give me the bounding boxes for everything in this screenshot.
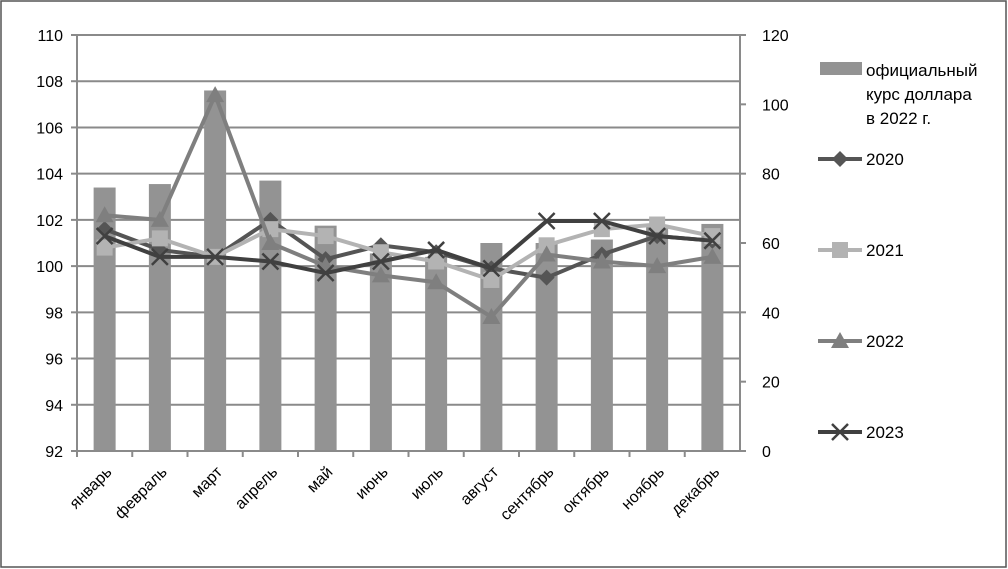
legend-swatch-bar (820, 62, 862, 75)
left-axis-tick-label: 98 (45, 305, 63, 322)
bar (646, 225, 669, 451)
data-point-2021 (428, 253, 445, 270)
data-point-2021 (151, 230, 168, 247)
data-point-2022 (206, 86, 225, 103)
data-point-2021 (649, 216, 666, 233)
x-marker-stroke (592, 212, 611, 230)
left-axis-tick-label: 104 (36, 167, 63, 184)
legend-label-2022: 2022 (866, 332, 904, 351)
x-marker-stroke (150, 247, 169, 266)
x-marker-stroke (427, 241, 446, 259)
left-axis-tick-label: 100 (36, 259, 63, 276)
data-point-2023 (95, 227, 114, 245)
data-point-2022 (371, 266, 390, 283)
data-point-2020 (538, 269, 555, 286)
series-line-2023 (103, 219, 713, 276)
data-point-2022 (648, 257, 667, 274)
left-axis-tick-label: 96 (45, 352, 63, 369)
left-axis-tick-label: 106 (36, 120, 63, 137)
bar (590, 239, 613, 451)
x-marker-stroke (206, 247, 225, 266)
data-point-2021 (317, 228, 334, 245)
left-axis-tick-label: 110 (37, 28, 63, 45)
legend-label-2021: 2021 (866, 241, 904, 260)
data-point-2022 (537, 245, 556, 262)
x-marker-stroke (648, 227, 667, 245)
left-axis-tick-label: 102 (36, 213, 63, 230)
legend-label-2020: 2020 (866, 150, 904, 169)
data-point-2021 (538, 237, 555, 254)
bar (314, 225, 337, 451)
series-line-2022 (104, 93, 713, 319)
right-axis-tick-label: 100 (762, 97, 789, 114)
data-point-2021 (96, 239, 113, 256)
right-axis-tick-label: 0 (762, 444, 771, 461)
x-marker-stroke (703, 231, 722, 250)
x-marker-stroke (371, 252, 390, 271)
bar (701, 223, 724, 451)
x-marker-stroke (482, 259, 501, 278)
data-point-2022 (150, 210, 169, 227)
bar (480, 243, 503, 451)
right-axis-tick-label: 20 (762, 375, 780, 392)
left-axis-tick-label: 108 (36, 74, 63, 91)
data-point-2023 (150, 247, 169, 266)
legend-label-bar: курс доллара (866, 85, 972, 104)
data-point-2023 (703, 231, 722, 250)
data-point-2022 (95, 206, 114, 223)
data-point-2022 (427, 273, 446, 290)
x-marker-stroke (95, 227, 114, 245)
data-point-2022 (592, 252, 611, 269)
x-marker-stroke (261, 252, 280, 271)
bar (425, 256, 448, 451)
data-point-2023 (648, 227, 667, 245)
legend-marker-2021 (832, 242, 848, 258)
legend-label-bar: в 2022 г. (866, 109, 931, 128)
data-point-2023 (371, 252, 390, 271)
right-axis-tick-label: 80 (762, 167, 780, 184)
legend-marker-2022 (831, 332, 849, 348)
data-point-2023 (261, 252, 280, 271)
x-marker-stroke (316, 264, 335, 282)
data-point-2021 (372, 244, 389, 261)
bar (369, 253, 392, 451)
legend-label-2023: 2023 (866, 423, 904, 442)
data-point-2023 (206, 247, 225, 266)
left-axis-tick-label: 92 (45, 444, 63, 461)
data-point-2023 (592, 212, 611, 230)
data-point-2022 (261, 234, 280, 250)
x-marker-stroke (537, 212, 556, 230)
x-marker-stroke (831, 423, 849, 441)
data-point-2023 (316, 264, 335, 282)
data-point-2023 (427, 241, 446, 259)
bar (535, 243, 558, 451)
data-point-2022 (482, 307, 501, 324)
legend-label-bar: официальный (866, 61, 978, 80)
legend-marker-2023 (831, 423, 849, 441)
legend-marker-2020 (832, 151, 848, 167)
data-point-2023 (537, 212, 556, 230)
data-point-2021 (483, 271, 500, 288)
data-point-2022 (703, 247, 722, 264)
right-axis-tick-label: 60 (762, 236, 780, 253)
bar (204, 90, 227, 451)
data-point-2023 (482, 259, 501, 278)
left-axis-tick-label: 94 (45, 398, 63, 415)
right-axis-tick-label: 40 (762, 305, 780, 322)
right-axis-tick-label: 120 (762, 28, 789, 45)
